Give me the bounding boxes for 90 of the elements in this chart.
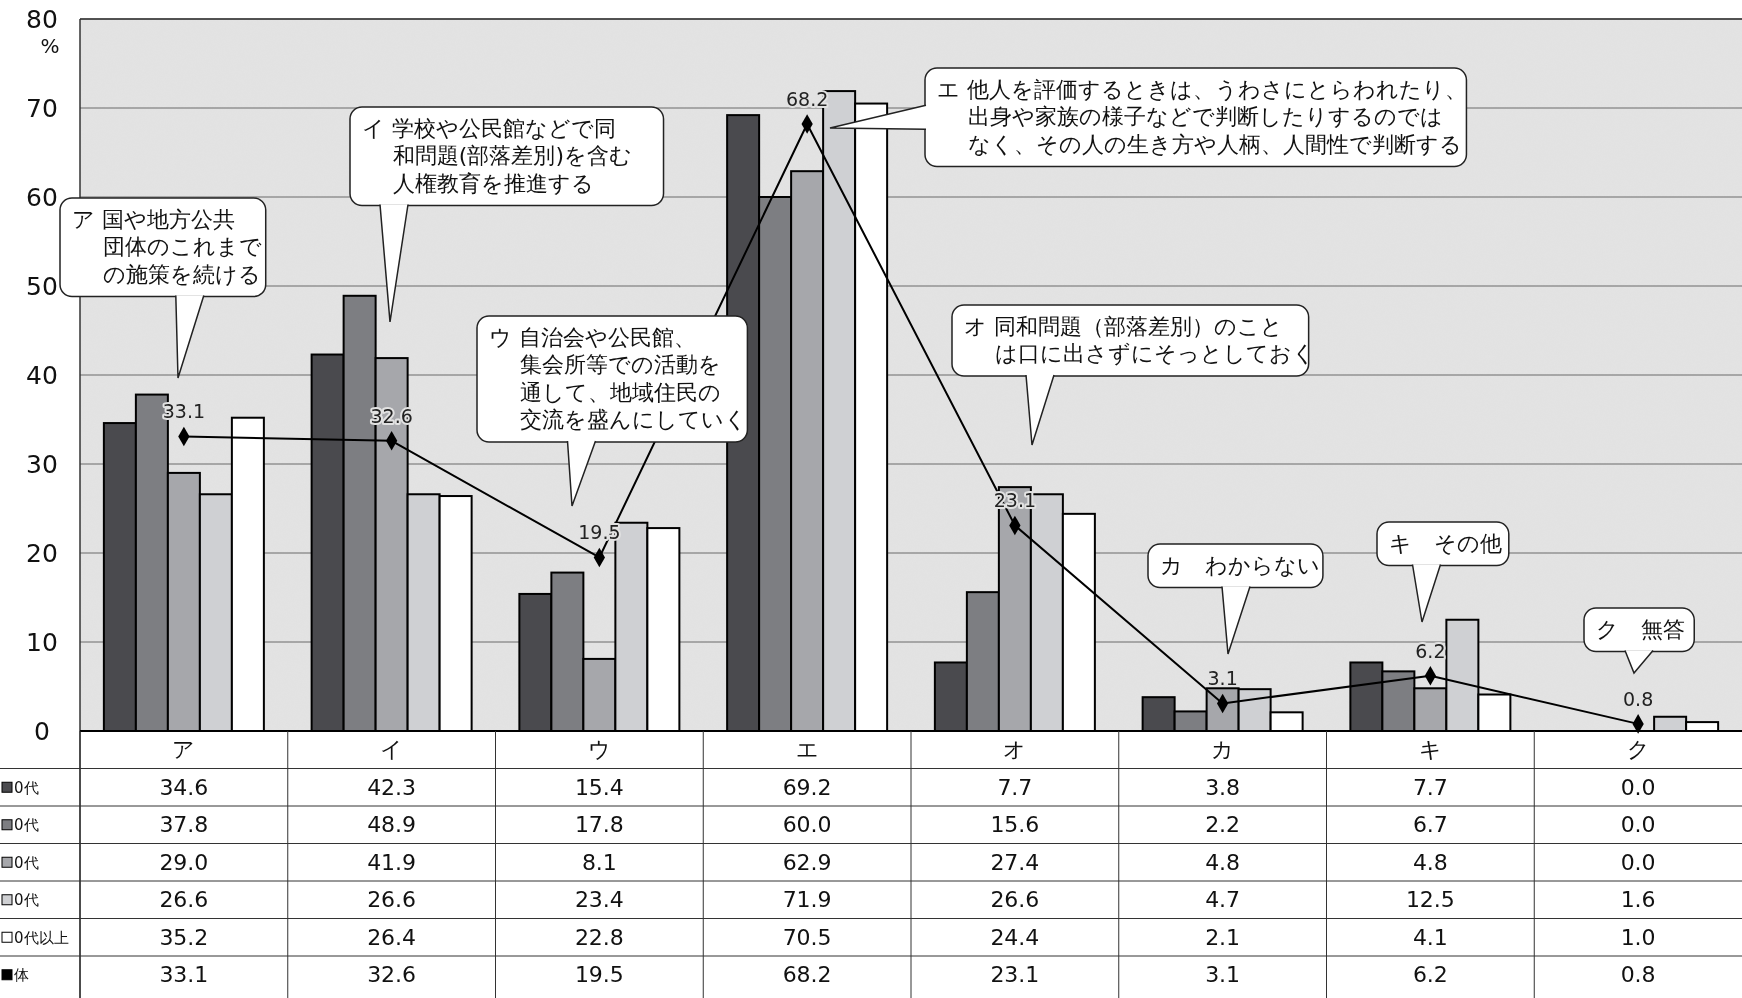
- data-label: 6.7: [1412, 812, 1448, 838]
- y-tick-label: 40: [26, 360, 58, 390]
- data-label: 19.5: [574, 962, 624, 988]
- data-label: 29.0: [159, 849, 209, 875]
- data-label: 4.8: [1205, 849, 1241, 875]
- data-label: 27.4: [990, 849, 1040, 875]
- data-label: 4.8: [1412, 849, 1448, 875]
- data-label: 42.3: [367, 774, 417, 800]
- data-label: 34.6: [159, 774, 209, 800]
- annotation: ク 無答: [1596, 616, 1685, 642]
- callout: カ わからない: [1147, 543, 1324, 655]
- data-label: 3.8: [1205, 774, 1241, 800]
- data-label: 71.9: [782, 887, 832, 913]
- data-label: 15.4: [574, 774, 624, 800]
- x-tick-label: ウ: [587, 737, 611, 763]
- y-tick-label: 60: [26, 182, 58, 212]
- legend-label: 0代: [14, 853, 39, 872]
- data-label: 0.8: [1620, 962, 1656, 988]
- callout: ア 国や地方公共団体のこれまでの施策を続ける: [59, 197, 267, 379]
- data-label: 62.9: [782, 849, 832, 875]
- data-label: 22.8: [574, 924, 624, 950]
- data-label: 7.7: [1412, 774, 1448, 800]
- data-label: 32.6: [367, 962, 417, 988]
- data-label: 2.2: [1205, 812, 1241, 838]
- data-label: 15.6: [990, 812, 1040, 838]
- text: 0.8: [1623, 687, 1654, 710]
- data-label: 0.0: [1620, 774, 1656, 800]
- legend-label: 0代以上: [14, 928, 69, 947]
- annotation: エ 他人を評価するときは、うわさにとらわれたり、出身や家族の様子などで判断したりするのではなく、その人の生き方や人柄、人間性で判断する: [937, 76, 1467, 157]
- data-label: 68.2: [782, 962, 832, 988]
- data-label: 7.7: [997, 774, 1033, 800]
- data-label: 12.5: [1405, 887, 1455, 913]
- data-label: 26.6: [159, 887, 209, 913]
- callout: キ その他: [1376, 521, 1510, 623]
- y-tick-label: 0: [34, 716, 50, 746]
- data-label: 41.9: [367, 849, 417, 875]
- text: 6.2: [1415, 639, 1446, 662]
- annotation: オ 同和問題（部落差別）のことは口に出さずにそっとしておく: [964, 313, 1315, 367]
- x-tick-label: エ: [795, 737, 819, 763]
- callout: ウ 自治会や公民館、集会所等での活動を通して、地域住民の交流を盛んにしていく: [476, 315, 749, 507]
- data-label: 33.1: [159, 962, 209, 988]
- data-label: 70.5: [782, 924, 832, 950]
- data-label: 26.4: [367, 924, 417, 950]
- data-label: 0.0: [1620, 849, 1656, 875]
- data-label: 4.1: [1412, 924, 1448, 950]
- legend-label: 0代: [14, 778, 39, 797]
- annotation: ウ 自治会や公民館、集会所等での活動を通して、地域住民の交流を盛んにしていく: [489, 324, 747, 433]
- data-label: 48.9: [367, 812, 417, 838]
- data-label: 37.8: [159, 812, 209, 838]
- callout: エ 他人を評価するときは、うわさにとらわれたり、出身や家族の様子などで判断したりするのではなく、その人の生き方や人柄、人間性で判断する: [829, 67, 1468, 168]
- annotation: キ その他: [1389, 530, 1502, 556]
- callout: イ 学校や公民館などで同和問題(部落差別)を含む人権教育を推進する: [349, 106, 665, 323]
- y-tick-label: 70: [26, 93, 58, 123]
- data-label: 24.4: [990, 924, 1040, 950]
- x-tick-label: キ: [1418, 737, 1442, 763]
- annotation: カ わからない: [1160, 552, 1320, 578]
- legend-label: 体: [14, 966, 29, 984]
- legend-label: 0代: [14, 816, 39, 834]
- x-tick-label: オ: [1003, 737, 1027, 763]
- x-tick-label: イ: [380, 737, 404, 763]
- x-tick-label: カ: [1211, 737, 1235, 763]
- data-label: 6.2: [1412, 962, 1448, 988]
- y-tick-label: 10: [26, 627, 58, 657]
- data-label: 8.1: [581, 849, 617, 875]
- data-label: 2.1: [1205, 924, 1241, 950]
- data-label: 26.6: [367, 887, 417, 913]
- data-label: 17.8: [574, 812, 624, 838]
- data-label: 3.1: [1205, 962, 1241, 988]
- data-label: 1.0: [1620, 924, 1656, 950]
- data-label: 60.0: [782, 812, 832, 838]
- data-label: 4.7: [1205, 887, 1241, 913]
- annotation: イ 学校や公民館などで同和問題(部落差別)を含む人権教育を推進する: [362, 115, 632, 196]
- data-label: 0.0: [1620, 812, 1656, 838]
- data-label: 26.6: [990, 887, 1040, 913]
- callout: ク 無答: [1583, 607, 1695, 675]
- y-tick-label: 50: [26, 271, 58, 301]
- y-tick-label: 30: [26, 449, 58, 479]
- x-tick-label: ク: [1626, 737, 1650, 763]
- annotation: ア 国や地方公共団体のこれまでの施策を続ける: [72, 206, 262, 287]
- y-tick-label: 20: [26, 538, 58, 568]
- data-label: 23.1: [990, 962, 1040, 988]
- data-label: 35.2: [159, 924, 209, 950]
- x-tick-label: ア: [172, 737, 196, 763]
- text: 3.1: [1207, 667, 1238, 690]
- data-label: 69.2: [782, 774, 832, 800]
- data-label: 1.6: [1620, 887, 1656, 913]
- data-label: 23.4: [574, 887, 624, 913]
- y-axis-title: %: [40, 34, 60, 58]
- y-tick-label: 80: [26, 4, 58, 34]
- legend-label: 0代: [14, 891, 39, 909]
